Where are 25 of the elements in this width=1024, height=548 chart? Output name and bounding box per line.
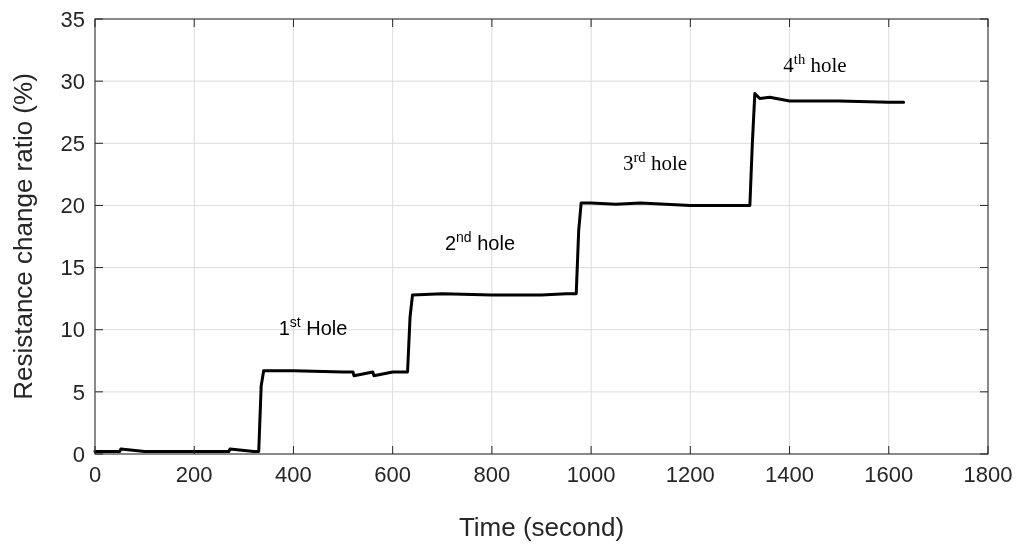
x-tick-label: 1000	[566, 462, 616, 487]
x-tick-label: 200	[175, 462, 213, 487]
x-tick-label: 0	[88, 462, 102, 487]
annotation: 4$^{th}$ hole	[783, 51, 847, 77]
line-series	[93, 92, 906, 454]
x-tick-label: 400	[275, 462, 312, 487]
y-tick-label: 35	[60, 6, 85, 32]
y-tick-label: 0	[72, 441, 85, 467]
y-axis-title: Resistance change ratio (%)	[8, 73, 38, 400]
x-tick-label: 1800	[963, 462, 1013, 487]
y-tick-label: 15	[60, 255, 85, 281]
x-axis-title: Time (second)	[458, 512, 625, 542]
y-tick-label: 20	[60, 193, 85, 219]
y-tick-label: 30	[60, 68, 85, 94]
annotation: 1$^{st}$ Hole	[278, 314, 348, 339]
x-tick-label: 600	[374, 462, 412, 487]
x-tick-label: 1600	[864, 462, 914, 487]
y-tick-label: 5	[72, 379, 85, 405]
annotation: 2$^{nd}$ hole	[444, 229, 516, 254]
x-tick-label: 1400	[765, 462, 815, 487]
annotation: 3$^{rd}$ hole	[622, 149, 688, 175]
y-tick-label: 10	[60, 317, 85, 343]
x-tick-label: 800	[473, 462, 511, 487]
y-tick-label: 25	[60, 130, 85, 156]
x-tick-label: 1200	[665, 462, 715, 487]
